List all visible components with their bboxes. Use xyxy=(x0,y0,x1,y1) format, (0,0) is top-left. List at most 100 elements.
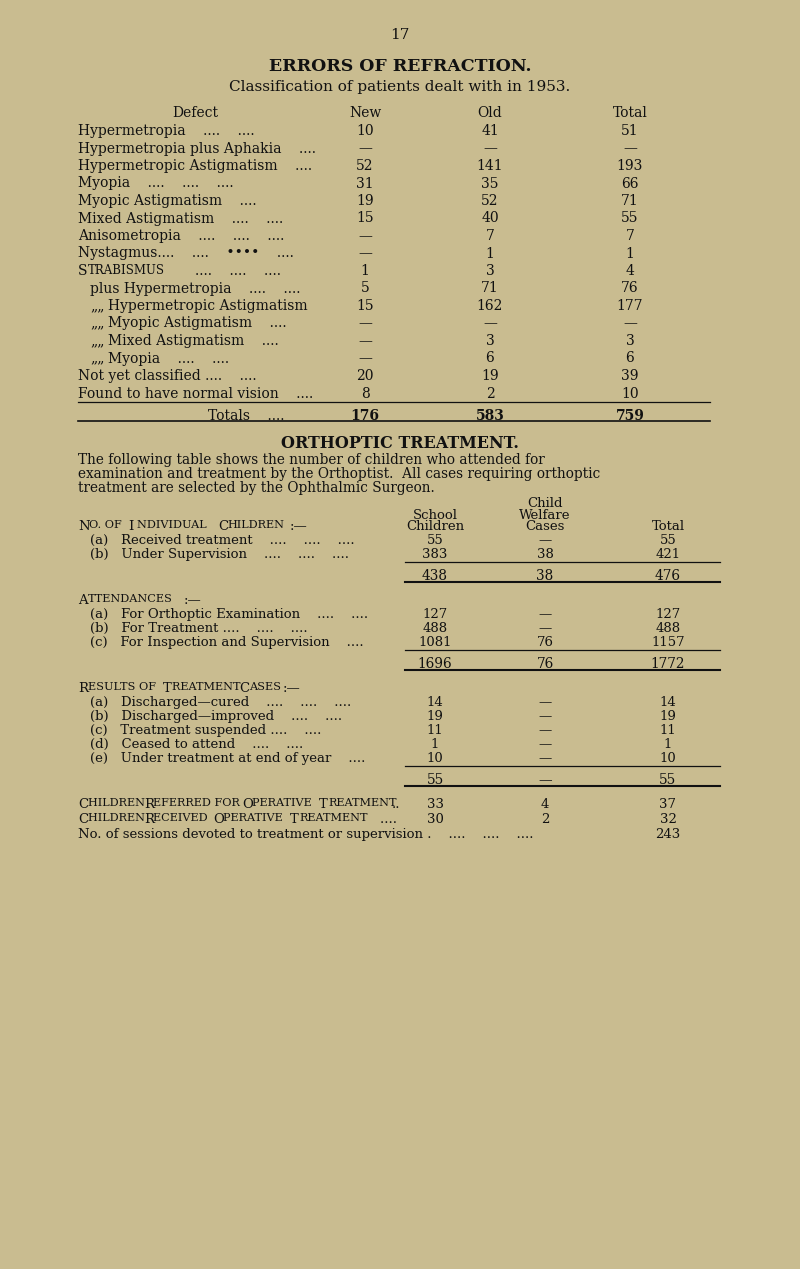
Text: 39: 39 xyxy=(622,369,638,383)
Text: ERRORS OF REFRACTION.: ERRORS OF REFRACTION. xyxy=(269,58,531,75)
Text: 759: 759 xyxy=(615,409,645,423)
Text: 55: 55 xyxy=(659,773,677,787)
Text: 3: 3 xyxy=(486,334,494,348)
Text: examination and treatment by the Orthoptist.  All cases requiring orthoptic: examination and treatment by the Orthopt… xyxy=(78,467,600,481)
Text: (b)   Under Supervision    ....    ....    ....: (b) Under Supervision .... .... .... xyxy=(90,548,349,561)
Text: 421: 421 xyxy=(655,548,681,561)
Text: Defect: Defect xyxy=(172,107,218,121)
Text: „„: „„ xyxy=(90,316,105,330)
Text: 7: 7 xyxy=(486,228,494,242)
Text: 51: 51 xyxy=(621,124,639,138)
Text: —: — xyxy=(538,725,552,737)
Text: 30: 30 xyxy=(426,813,443,826)
Text: Cases: Cases xyxy=(526,520,565,533)
Text: I: I xyxy=(128,520,134,533)
Text: —: — xyxy=(483,142,497,156)
Text: 17: 17 xyxy=(390,28,410,42)
Text: —: — xyxy=(538,773,552,787)
Text: Myopic Astigmatism    ....: Myopic Astigmatism .... xyxy=(108,316,286,330)
Text: Nystagmus....    ....    ••••    ....: Nystagmus.... .... •••• .... xyxy=(78,246,294,260)
Text: 76: 76 xyxy=(536,657,554,671)
Text: T: T xyxy=(290,813,298,826)
Text: 177: 177 xyxy=(617,299,643,313)
Text: 383: 383 xyxy=(422,548,448,561)
Text: 11: 11 xyxy=(660,725,676,737)
Text: 55: 55 xyxy=(426,773,444,787)
Text: TRABISMUS: TRABISMUS xyxy=(88,264,165,277)
Text: :—: :— xyxy=(290,520,308,533)
Text: 38: 38 xyxy=(537,548,554,561)
Text: 6: 6 xyxy=(486,352,494,365)
Text: 37: 37 xyxy=(659,798,677,811)
Text: —: — xyxy=(538,622,552,634)
Text: 4: 4 xyxy=(626,264,634,278)
Text: REATMENT: REATMENT xyxy=(172,681,244,692)
Text: plus Hypermetropia    ....    ....: plus Hypermetropia .... .... xyxy=(90,282,301,296)
Text: 52: 52 xyxy=(356,159,374,173)
Text: School: School xyxy=(413,509,458,522)
Text: Myopic Astigmatism    ....: Myopic Astigmatism .... xyxy=(78,194,257,208)
Text: 243: 243 xyxy=(655,827,681,841)
Text: „„: „„ xyxy=(90,299,105,313)
Text: 35: 35 xyxy=(482,176,498,190)
Text: —: — xyxy=(358,142,372,156)
Text: :—: :— xyxy=(184,594,202,607)
Text: 127: 127 xyxy=(655,608,681,621)
Text: 2: 2 xyxy=(541,813,549,826)
Text: 14: 14 xyxy=(426,695,443,709)
Text: 32: 32 xyxy=(659,813,677,826)
Text: N: N xyxy=(78,520,90,533)
Text: ESULTS OF: ESULTS OF xyxy=(88,681,160,692)
Text: C: C xyxy=(78,813,88,826)
Text: 1: 1 xyxy=(486,246,494,260)
Text: 1157: 1157 xyxy=(651,636,685,648)
Text: —: — xyxy=(483,316,497,330)
Text: 52: 52 xyxy=(482,194,498,208)
Text: C: C xyxy=(78,798,88,811)
Text: 10: 10 xyxy=(660,753,676,765)
Text: 15: 15 xyxy=(356,212,374,226)
Text: ..: .. xyxy=(392,798,401,811)
Text: Anisometropia    ....    ....    ....: Anisometropia .... .... .... xyxy=(78,228,284,242)
Text: HILDREN: HILDREN xyxy=(227,520,284,530)
Text: 583: 583 xyxy=(475,409,505,423)
Text: 71: 71 xyxy=(621,194,639,208)
Text: Myopia    ....    ....    ....: Myopia .... .... .... xyxy=(78,176,234,190)
Text: 19: 19 xyxy=(426,709,443,723)
Text: Welfare: Welfare xyxy=(519,509,570,522)
Text: REATMENT: REATMENT xyxy=(299,813,367,824)
Text: T: T xyxy=(319,798,328,811)
Text: 31: 31 xyxy=(356,176,374,190)
Text: Child: Child xyxy=(527,497,562,510)
Text: 1081: 1081 xyxy=(418,636,452,648)
Text: R: R xyxy=(144,813,154,826)
Text: HILDREN: HILDREN xyxy=(88,798,149,808)
Text: 71: 71 xyxy=(481,282,499,296)
Text: Old: Old xyxy=(478,107,502,121)
Text: R: R xyxy=(144,798,154,811)
Text: 1: 1 xyxy=(664,739,672,751)
Text: 476: 476 xyxy=(655,569,681,582)
Text: (d)   Ceased to attend    ....    ....: (d) Ceased to attend .... .... xyxy=(90,739,303,751)
Text: (a)   Received treatment    ....    ....    ....: (a) Received treatment .... .... .... xyxy=(90,534,354,547)
Text: Hypermetropic Astigmatism    ....: Hypermetropic Astigmatism .... xyxy=(78,159,312,173)
Text: —: — xyxy=(538,695,552,709)
Text: 19: 19 xyxy=(356,194,374,208)
Text: HILDREN: HILDREN xyxy=(88,813,149,824)
Text: O: O xyxy=(213,813,224,826)
Text: treatment are selected by the Ophthalmic Surgeon.: treatment are selected by the Ophthalmic… xyxy=(78,481,434,495)
Text: REATMENT: REATMENT xyxy=(328,798,397,808)
Text: —: — xyxy=(358,228,372,242)
Text: Found to have normal vision    ....: Found to have normal vision .... xyxy=(78,387,314,401)
Text: ECEIVED: ECEIVED xyxy=(153,813,211,824)
Text: (b)   Discharged—improved    ....    ....: (b) Discharged—improved .... .... xyxy=(90,709,342,723)
Text: Myopia    ....    ....: Myopia .... .... xyxy=(108,352,229,365)
Text: TTENDANCES: TTENDANCES xyxy=(88,594,173,604)
Text: —: — xyxy=(358,334,372,348)
Text: T: T xyxy=(163,681,172,695)
Text: —: — xyxy=(623,142,637,156)
Text: 141: 141 xyxy=(477,159,503,173)
Text: Classification of patients dealt with in 1953.: Classification of patients dealt with in… xyxy=(230,80,570,94)
Text: R: R xyxy=(78,681,88,695)
Text: 8: 8 xyxy=(361,387,370,401)
